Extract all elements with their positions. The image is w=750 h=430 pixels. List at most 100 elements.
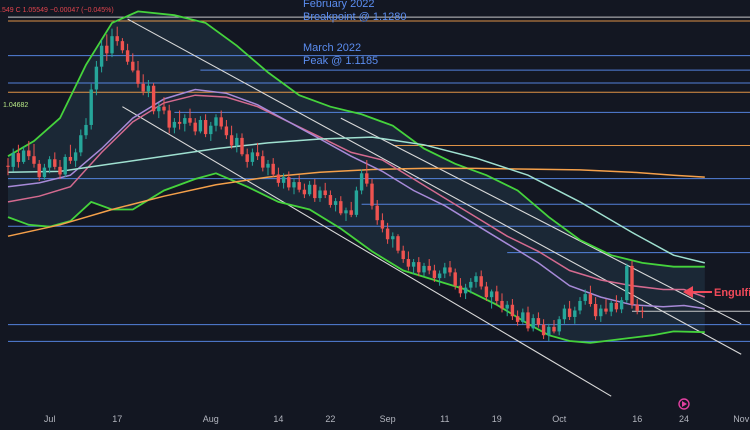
candle-67: [354, 186, 359, 218]
candle-101: [531, 314, 535, 332]
candle-46: [245, 148, 249, 168]
candle-89: [469, 278, 473, 294]
candle-92: [484, 281, 489, 301]
candle-120: [630, 260, 634, 309]
candle-38: [203, 114, 208, 138]
candle-100: [526, 306, 530, 332]
candle-9: [53, 152, 57, 170]
candle-62: [328, 190, 333, 208]
x-tick-label-5: Sep: [380, 414, 396, 424]
candle-72: [380, 213, 385, 233]
candle-12: [68, 144, 73, 164]
candle-32: [172, 118, 177, 134]
x-tick-label-6: 11: [440, 414, 449, 424]
x-tick-label-3: 14: [273, 414, 283, 424]
candle-118: [619, 297, 624, 314]
candle-76: [401, 245, 405, 263]
candle-17: [94, 60, 99, 96]
candle-81: [427, 259, 431, 275]
engulfing-annotation: Engulfi: [683, 286, 750, 299]
candle-34: [183, 114, 187, 132]
candle-6: [37, 160, 41, 181]
candle-30: [162, 97, 166, 115]
candle-87: [458, 278, 463, 298]
candle-116: [609, 300, 613, 317]
candle-22: [120, 38, 125, 54]
candle-112: [588, 285, 593, 307]
candle-78: [411, 259, 416, 275]
candle-94: [495, 285, 499, 305]
candle-56: [297, 175, 301, 193]
candle-47: [250, 148, 255, 166]
feb-2022-title: February 2022: [303, 0, 375, 10]
candle-105: [552, 320, 556, 334]
candle-52: [276, 167, 281, 187]
candle-50: [266, 160, 270, 176]
series-ema-mint: [7, 136, 705, 264]
candle-104: [547, 323, 551, 341]
candle-75: [396, 234, 400, 254]
candle-63: [333, 198, 338, 212]
series-upper-band: [7, 10, 705, 268]
candle-84: [443, 262, 447, 279]
candle-4: [27, 140, 31, 160]
candle-97: [510, 299, 515, 320]
candle-51: [271, 158, 275, 178]
candle-53: [281, 173, 286, 189]
candle-74: [391, 232, 395, 248]
candle-36: [193, 118, 197, 136]
candle-55: [292, 179, 296, 195]
x-tick-label-4: 22: [325, 414, 335, 424]
candle-5: [32, 144, 36, 168]
candle-16: [89, 83, 93, 130]
candle-108: [567, 300, 572, 320]
mar-2022-title: March 2022: [303, 42, 361, 54]
candle-8: [47, 156, 52, 174]
x-tick-label-8: Oct: [552, 414, 567, 424]
x-axis-ticks: Jul 17 Aug 14 22 Sep 11 19 Oct 16 24 Nov: [44, 414, 750, 424]
candle-29: [157, 102, 161, 119]
candle-117: [614, 295, 619, 313]
candle-11: [63, 154, 67, 178]
engulfing-arrow-head: [683, 286, 693, 298]
candle-44: [235, 133, 239, 153]
candle-20: [110, 28, 114, 58]
candle-39: [209, 121, 213, 141]
candle-91: [479, 270, 483, 290]
candle-114: [599, 304, 603, 322]
candle-88: [463, 283, 468, 300]
candles: [6, 26, 645, 341]
x-tick-label-0: Jul: [44, 414, 56, 424]
candle-7: [42, 163, 47, 180]
candle-24: [131, 53, 135, 73]
candle-85: [448, 260, 452, 277]
trendline-1: [122, 106, 612, 397]
candle-58: [307, 180, 312, 197]
candle-82: [432, 264, 437, 282]
candle-25: [136, 60, 140, 88]
replay-icon[interactable]: [678, 398, 690, 410]
series-ema-pink: [7, 94, 706, 298]
candle-59: [313, 179, 317, 202]
candle-121: [635, 299, 639, 315]
candle-18: [99, 40, 104, 73]
level-price-tag: 1.04682: [3, 102, 28, 109]
series-lower-band: [7, 172, 705, 344]
candle-2: [16, 144, 21, 168]
candle-64: [339, 196, 343, 216]
candle-90: [474, 272, 478, 288]
candle-113: [593, 297, 598, 320]
candle-68: [359, 169, 364, 195]
feb-2022-breakpoint: Breakpoint @ 1.1280: [303, 11, 407, 23]
candle-33: [177, 110, 182, 130]
candle-102: [536, 312, 541, 328]
candle-73: [385, 222, 390, 244]
candle-83: [437, 270, 442, 286]
candle-43: [229, 125, 234, 149]
candle-27: [146, 80, 151, 98]
candle-98: [515, 310, 520, 326]
candle-31: [167, 104, 171, 134]
engulfing-label: Engulfi: [714, 287, 750, 299]
candle-49: [261, 150, 265, 172]
